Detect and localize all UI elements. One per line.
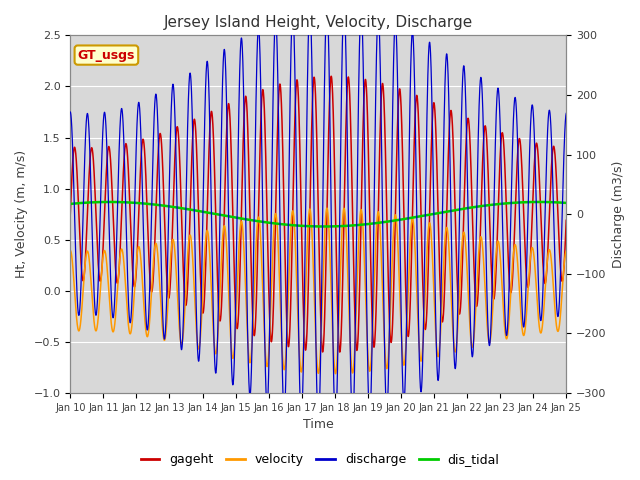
discharge — [360, 99, 368, 105]
dis_tidal — [461, 206, 468, 212]
discharge — [434, 378, 442, 384]
velocity — [563, 248, 570, 254]
velocity — [67, 248, 74, 253]
discharge — [332, 420, 339, 426]
gageht — [92, 193, 99, 199]
gageht — [434, 208, 442, 214]
Y-axis label: Ht, Velocity (m, m/s): Ht, Velocity (m, m/s) — [15, 150, 28, 278]
Y-axis label: Discharge (m3/s): Discharge (m3/s) — [612, 160, 625, 268]
discharge — [563, 110, 570, 116]
dis_tidal — [381, 219, 389, 225]
dis_tidal — [246, 217, 253, 223]
Legend: gageht, velocity, discharge, dis_tidal: gageht, velocity, discharge, dis_tidal — [136, 448, 504, 471]
discharge — [461, 69, 468, 74]
dis_tidal — [360, 222, 368, 228]
gageht — [381, 151, 389, 156]
gageht — [360, 98, 368, 104]
dis_tidal — [92, 199, 99, 205]
discharge — [381, 385, 389, 391]
Text: GT_usgs: GT_usgs — [77, 48, 135, 61]
Line: velocity: velocity — [70, 208, 566, 373]
Line: dis_tidal: dis_tidal — [70, 202, 566, 227]
dis_tidal — [67, 201, 74, 207]
gageht — [563, 217, 570, 223]
Title: Jersey Island Height, Velocity, Discharge: Jersey Island Height, Velocity, Discharg… — [164, 15, 473, 30]
discharge — [246, 393, 253, 398]
gageht — [336, 349, 344, 355]
velocity — [323, 205, 331, 211]
velocity — [246, 360, 253, 366]
discharge — [92, 309, 99, 314]
discharge — [67, 109, 74, 115]
velocity — [381, 357, 389, 363]
velocity — [332, 371, 339, 376]
Line: discharge: discharge — [70, 5, 566, 423]
velocity — [434, 354, 442, 360]
dis_tidal — [321, 224, 328, 229]
gageht — [327, 73, 335, 79]
dis_tidal — [563, 200, 570, 206]
velocity — [461, 231, 468, 237]
velocity — [360, 244, 368, 250]
dis_tidal — [434, 210, 442, 216]
X-axis label: Time: Time — [303, 419, 333, 432]
gageht — [246, 207, 253, 213]
discharge — [323, 2, 331, 8]
gageht — [67, 211, 74, 217]
dis_tidal — [106, 199, 113, 205]
gageht — [461, 185, 468, 191]
Line: gageht: gageht — [70, 76, 566, 352]
velocity — [92, 326, 99, 332]
